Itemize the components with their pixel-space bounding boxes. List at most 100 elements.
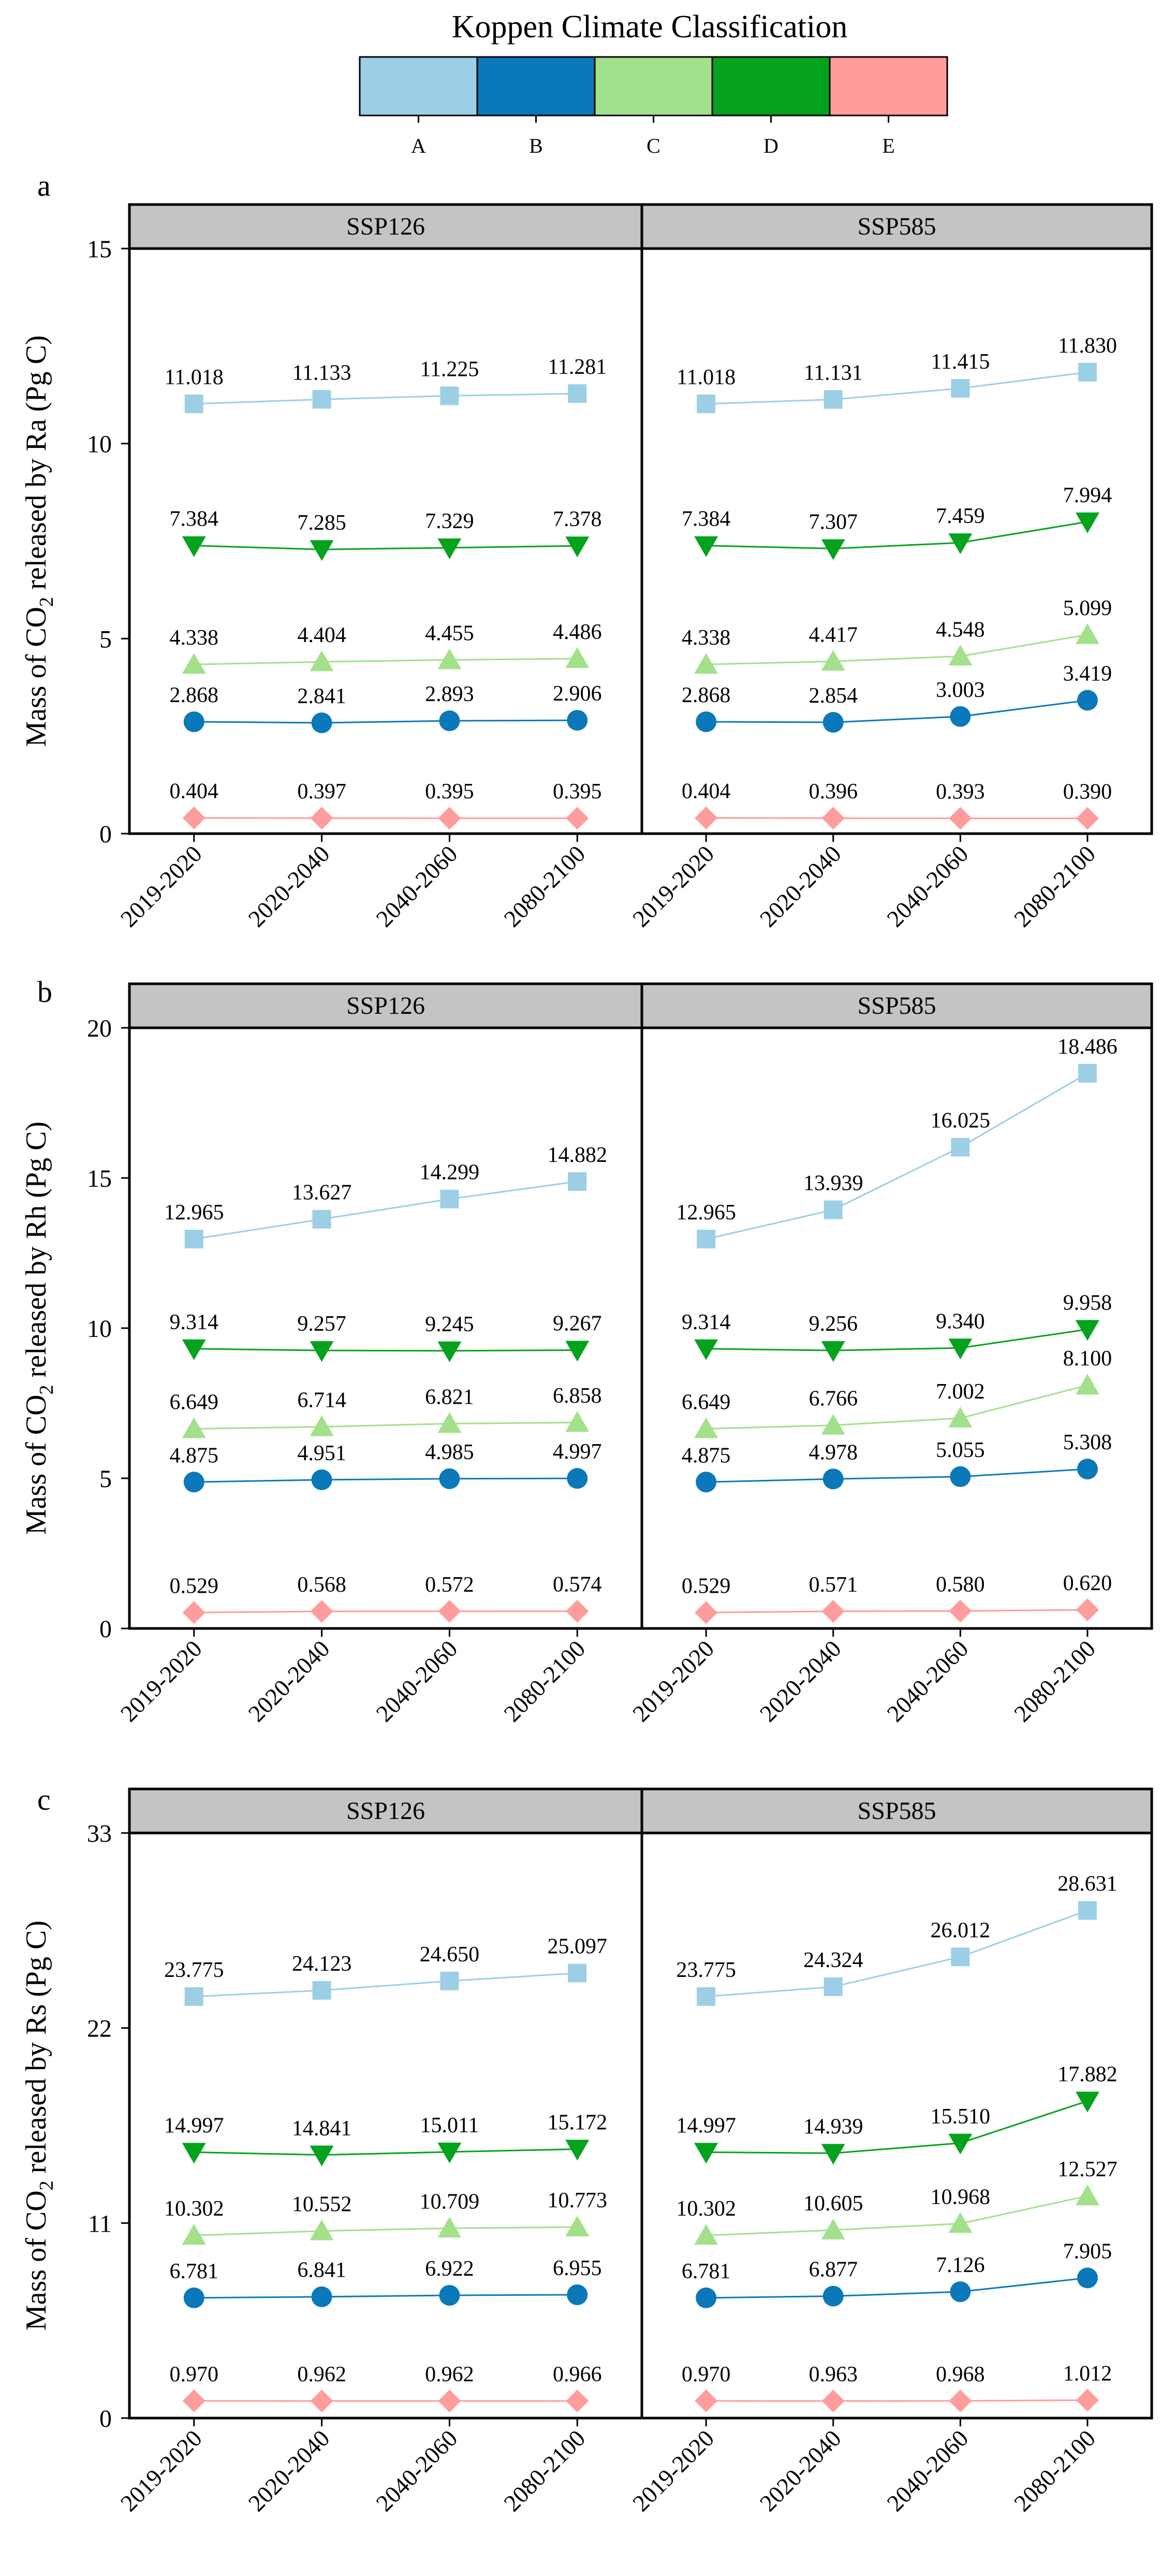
y-tick-label: 11 [88,2210,112,2237]
data-label-B: 6.841 [297,2259,346,2282]
data-label-C: 8.100 [1063,1347,1112,1371]
series-line-D [706,521,1088,550]
data-label-E: 0.390 [1063,780,1112,804]
data-point-D [182,536,206,557]
data-point-B [439,1468,460,1489]
data-point-E [438,1599,461,1623]
data-label-C: 12.527 [1058,2158,1118,2181]
facet-strip [640,982,1153,1029]
data-point-C [182,2224,206,2245]
data-point-C [437,648,462,670]
data-point-B [696,1472,717,1493]
series-line-A [706,1910,1088,1998]
data-point-A [824,1200,843,1219]
data-label-A: 13.939 [803,1172,863,1196]
data-point-E [310,2390,333,2413]
data-label-B: 7.126 [936,2253,985,2277]
data-label-B: 5.055 [936,1438,985,1462]
series-D: 9.314 9.256 9.340 9.958 [682,1291,1112,1362]
series-line-C [194,658,578,665]
series-line-B [706,1468,1088,1483]
data-label-C: 4.404 [297,623,346,647]
data-label-C: 4.486 [553,620,602,644]
data-label-E: 0.529 [169,1574,218,1598]
data-point-B [822,711,844,733]
data-point-B [439,710,460,732]
data-point-B [950,1466,971,1487]
series-D: 14.997 14.841 15.011 15.172 [164,2111,607,2166]
series-B: 4.875 4.978 5.055 5.308 [682,1431,1112,1493]
panel-letter: c [37,1783,51,1816]
y-axis-label-main: Mass of CO [20,1394,52,1535]
data-label-E: 0.396 [809,780,858,804]
data-label-A: 11.018 [677,366,736,389]
data-point-E [438,807,461,830]
data-label-D: 9.267 [553,1312,602,1336]
data-point-D [694,1339,718,1360]
facet-frame [640,1831,1153,2420]
data-label-B: 6.781 [169,2260,218,2283]
legend-label-E: E [882,134,894,157]
data-label-E: 0.970 [169,2363,218,2386]
data-point-E [566,2389,589,2412]
data-point-E [695,2389,718,2412]
data-point-A [824,390,843,409]
data-point-C [694,653,718,674]
legend-swatch-A [359,56,478,117]
legend-title: Koppen Climate Classification [452,9,848,45]
data-label-D: 7.285 [297,511,346,535]
data-label-A: 12.965 [676,1201,736,1225]
series-line-E [706,1609,1088,1613]
y-axis-label-sub: 2 [36,1385,57,1394]
series-line-D [194,545,578,550]
y-axis-label-sub: 2 [36,597,57,607]
data-label-C: 10.968 [931,2185,991,2209]
data-label-C: 10.552 [292,2193,352,2217]
y-axis-label: Mass of CO2 released by Ra (Pg C) [20,335,57,747]
data-point-B [567,1468,588,1489]
data-label-A: 11.830 [1058,334,1117,358]
data-label-B: 2.868 [682,683,731,707]
y-axis-label: Mass of CO2 released by Rh (Pg C) [20,1122,57,1535]
data-label-C: 6.858 [553,1384,602,1408]
data-label-C: 6.649 [169,1390,218,1414]
series-line-A [194,392,578,405]
data-point-D [565,1341,590,1362]
data-label-E: 0.962 [425,2363,474,2386]
data-point-C [565,1411,590,1432]
data-point-E [821,2390,845,2413]
data-label-E: 0.572 [425,1573,474,1597]
data-point-E [695,806,718,829]
series-B: 4.875 4.951 4.985 4.997 [169,1440,602,1493]
data-point-A [697,1987,716,2006]
data-point-B [822,2286,844,2307]
data-point-A [184,394,203,413]
data-point-E [310,807,333,830]
data-label-A: 28.631 [1058,1872,1118,1896]
data-label-E: 0.620 [1063,1571,1112,1595]
data-point-C [948,645,973,666]
data-label-D: 9.257 [297,1312,346,1336]
data-point-C [565,647,590,668]
data-label-D: 9.256 [809,1312,858,1336]
data-label-E: 0.568 [297,1573,346,1597]
data-point-E [1076,807,1099,830]
series-line-B [194,2294,578,2299]
legend-swatch-D [711,56,831,117]
data-label-E: 0.968 [936,2363,985,2386]
data-point-D [821,1341,845,1362]
data-point-D [437,538,462,559]
data-point-D [948,1338,973,1360]
data-point-A [568,1172,587,1191]
series-A: 23.775 24.123 24.650 25.097 [164,1935,607,2006]
data-point-C [821,2218,845,2239]
legend-label-B: B [529,134,543,157]
data-point-B [183,2287,204,2308]
series-D: 9.314 9.257 9.245 9.267 [169,1311,602,1362]
data-label-A: 24.123 [292,1952,352,1976]
data-point-A [184,1987,203,2006]
data-label-B: 6.781 [682,2260,731,2283]
data-label-A: 12.965 [164,1201,224,1225]
data-label-C: 4.455 [425,621,474,645]
